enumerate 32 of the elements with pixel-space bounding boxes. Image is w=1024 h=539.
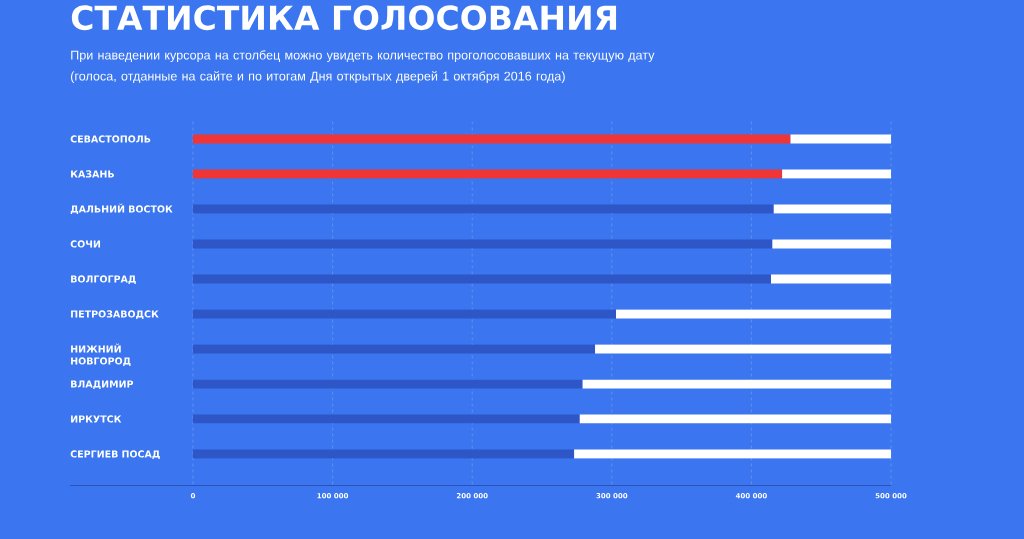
bar xyxy=(595,344,892,354)
bar xyxy=(579,414,892,424)
y-tick-label: СЕВАСТОПОЛЬ xyxy=(70,135,151,143)
bar xyxy=(773,204,892,214)
y-tick-label: КАЗАНЬ xyxy=(71,170,114,178)
y-tick-label: СЕРГИЕВ ПОСАД xyxy=(70,450,160,459)
bar xyxy=(193,239,773,249)
bar xyxy=(193,414,580,424)
bar xyxy=(772,239,892,249)
y-tick-label: ВЛАДИМИР xyxy=(71,380,134,389)
bar xyxy=(193,274,771,284)
bar xyxy=(790,134,892,144)
bar xyxy=(193,449,575,459)
bar xyxy=(193,309,616,319)
bar xyxy=(615,309,892,319)
bar xyxy=(782,169,892,179)
bar xyxy=(193,204,774,214)
bar xyxy=(770,274,892,284)
bar xyxy=(582,379,892,389)
chart-title: СТАТИСТИКА ГОЛОСОВАНИЯ xyxy=(71,5,617,31)
y-tick-label: СОЧИ xyxy=(70,240,101,248)
bar xyxy=(193,169,783,179)
bar xyxy=(574,449,892,459)
y-tick-label: ИРКУТСК xyxy=(71,415,122,423)
bar xyxy=(193,379,583,389)
y-tick-label: ВОЛГОГРАД xyxy=(71,275,136,284)
y-tick-label: НИЖНИЙ НОВГОРОД xyxy=(71,343,131,366)
y-tick-label: ДАЛЬНИЙ ВОСТОК xyxy=(70,203,173,214)
bar xyxy=(193,134,791,144)
chart-subtitle: При наведении курсора на столбец можно увидеть количество проголосовавших на текущую дату (голоса, отданные на сайте и по итогам Дня открытых дверей 1 октября 2016 года) xyxy=(70,50,655,84)
bar xyxy=(193,344,596,354)
y-tick-label: ПЕТРОЗАВОДСК xyxy=(71,310,159,319)
